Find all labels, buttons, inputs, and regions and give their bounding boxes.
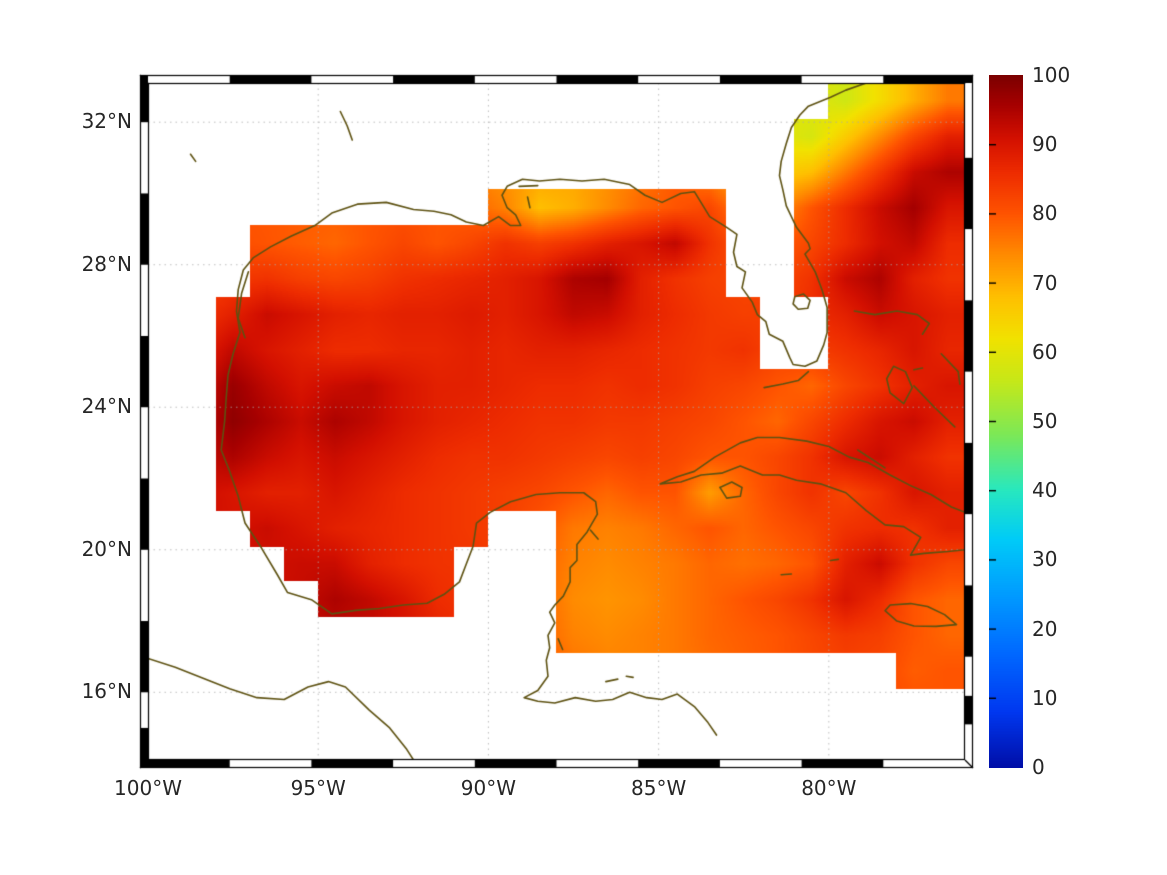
y-tick-label: 32°N [81,109,132,134]
x-tick-label: 90°W [460,776,517,800]
colorbar-tick-label: 10 [1032,685,1058,710]
x-tick-label: 100°W [114,776,182,800]
colorbar-tick-label: 50 [1032,409,1058,433]
colorbar-tick-label: 30 [1032,547,1058,572]
colorbar-tick-label: 90 [1032,132,1058,157]
colorbar-tick-label: 0 [1032,755,1045,779]
colorbar-tick-label: 70 [1032,270,1058,295]
x-tick-label: 80°W [801,776,857,800]
x-tick-label: 95°W [290,776,346,800]
colorbar-tick-label: 100 [1032,63,1071,87]
colorbar-tick-label: 40 [1032,478,1058,503]
y-tick-label: 16°N [81,679,132,704]
y-tick-label: 24°N [81,394,132,419]
colorbar [989,75,1023,768]
colorbar-tick-label: 20 [1032,616,1058,641]
colorbar-tick-label: 60 [1032,339,1058,364]
y-tick-label: 28°N [81,251,132,276]
colorbar-tick-label: 80 [1032,201,1058,226]
x-tick-label: 85°W [631,776,687,800]
y-tick-label: 20°N [81,536,132,561]
